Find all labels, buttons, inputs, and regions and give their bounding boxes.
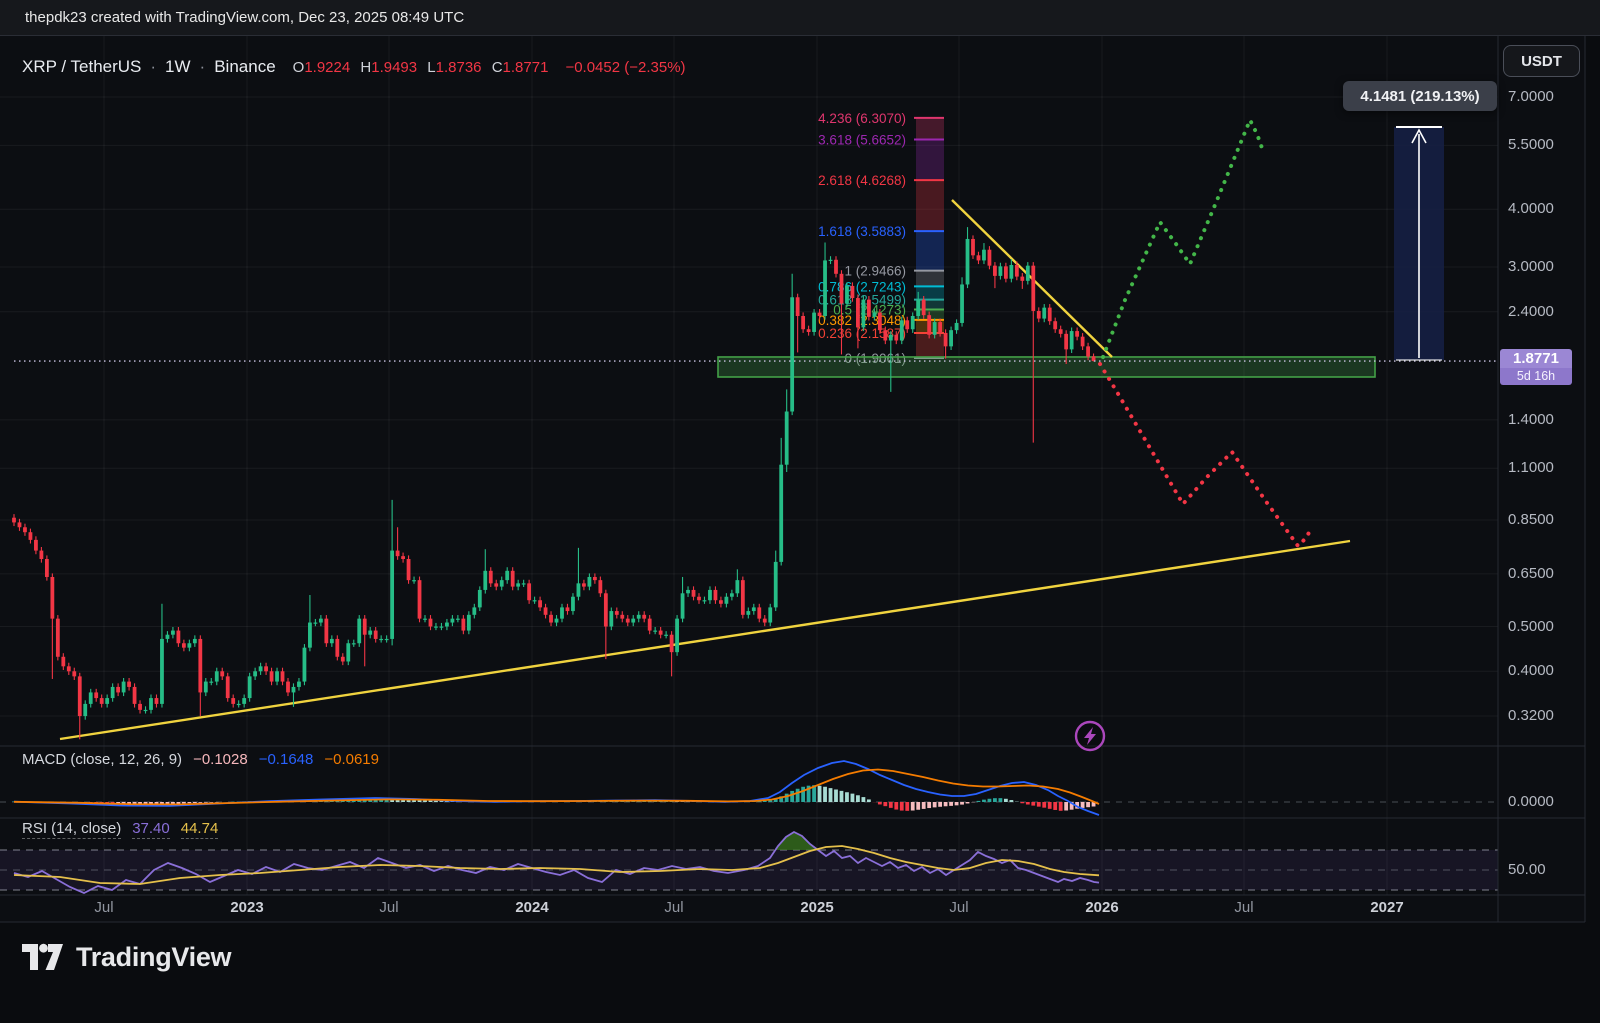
time-tick-label: Jul <box>1234 899 1254 916</box>
time-tick-label: 2025 <box>800 899 834 916</box>
current-price-value: 1.8771 <box>1500 349 1572 368</box>
price-tick-label: 0.3200 <box>1508 707 1554 725</box>
ohlc-values: O1.9224 H1.9493 L1.8736 C1.8771 <box>287 59 549 76</box>
macd-hist-value: −0.1028 <box>193 751 248 768</box>
rsi-title: RSI (14, close) <box>22 820 122 839</box>
separator-dot: · <box>199 57 206 76</box>
fib-band <box>916 231 944 271</box>
price-tick-label: 5.5000 <box>1508 136 1554 154</box>
macd-title: MACD (close, 12, 26, 9) <box>22 751 183 768</box>
open-value: 1.9224 <box>304 59 351 76</box>
fib-band <box>916 299 944 310</box>
fib-level-label: 0.236 (2.1587) <box>818 326 906 341</box>
time-tick-label: Jul <box>949 899 969 916</box>
rsi-value: 37.40 <box>132 820 170 839</box>
price-range-tooltip: 4.1481 (219.13%) <box>1343 81 1497 111</box>
separator-dot: · <box>150 57 157 76</box>
price-tick-label: 2.4000 <box>1508 302 1554 320</box>
fib-band <box>916 286 944 300</box>
indicator-scale-label: 50.00 <box>1508 861 1546 878</box>
price-tick-label: 0.4000 <box>1508 662 1554 680</box>
chart-background <box>0 35 1585 922</box>
close-value: 1.8771 <box>502 59 549 76</box>
high-value: 1.9493 <box>371 59 418 76</box>
tradingview-logo-icon <box>22 943 63 970</box>
fib-band <box>916 270 944 287</box>
macd-signal-value: −0.0619 <box>324 751 379 768</box>
indicator-scale-label: 0.0000 <box>1508 793 1554 810</box>
attribution-text: thepdk23 created with TradingView.com, D… <box>25 9 465 26</box>
time-tick-label: 2023 <box>230 899 264 916</box>
bearish-path-projection[interactable] <box>1098 362 1314 550</box>
fib-band <box>916 309 944 320</box>
fib-level-label: 4.236 (6.3070) <box>818 111 906 126</box>
candlestick-series <box>12 227 1096 740</box>
price-tick-label: 1.4000 <box>1508 410 1554 428</box>
tradingview-brand-text: TradingView <box>76 941 232 972</box>
high-label: H <box>360 59 372 76</box>
bar-countdown: 5d 16h <box>1500 368 1572 385</box>
rsi-series <box>13 830 1100 894</box>
price-tick-label: 7.0000 <box>1508 88 1554 105</box>
time-tick-label: 2027 <box>1370 899 1404 916</box>
fib-band <box>916 333 944 359</box>
fib-level-label: 3.618 (5.6652) <box>818 132 906 147</box>
price-range-tool[interactable] <box>1394 126 1444 361</box>
price-tick-label: 1.1000 <box>1508 459 1554 477</box>
lightning-icon <box>1084 727 1096 745</box>
price-tick-label: 0.8500 <box>1508 511 1554 529</box>
close-label: C <box>491 59 503 76</box>
time-tick-label: 2026 <box>1085 899 1119 916</box>
symbol-name[interactable]: XRP / TetherUS <box>22 57 142 76</box>
open-label: O <box>292 59 305 76</box>
fib-level-label: 2.618 (4.6268) <box>818 173 906 188</box>
fib-level-label: 1 (2.9466) <box>844 264 906 279</box>
current-price-label[interactable]: 1.8771 5d 16h <box>1500 349 1572 385</box>
price-tick-label: 4.0000 <box>1508 200 1554 218</box>
rsi-ma-value: 44.74 <box>180 820 219 839</box>
fib-band <box>916 117 944 140</box>
price-change: −0.0452 (−2.35%) <box>565 59 686 76</box>
time-tick-label: Jul <box>664 899 684 916</box>
fib-band <box>916 139 944 181</box>
rsi-band <box>0 850 1498 890</box>
fib-retracement-drawing[interactable]: 4.236 (6.3070) 3.618 (5.6652) 2.618 (4.626… <box>818 111 944 366</box>
lightning-button[interactable] <box>1074 720 1106 752</box>
ascending-support-trendline[interactable] <box>59 539 1351 741</box>
rsi-ma-line <box>13 845 1100 885</box>
macd-line-value: −0.1648 <box>258 751 314 768</box>
exchange-label: Binance <box>214 57 276 76</box>
time-tick-label: Jul <box>94 899 114 916</box>
low-label: L <box>427 59 436 76</box>
footer-brand[interactable]: TradingView <box>22 941 232 973</box>
price-tick-label: 3.0000 <box>1508 258 1554 275</box>
support-zone-box[interactable] <box>717 356 1376 378</box>
time-tick-label: Jul <box>379 899 399 916</box>
price-tick-label: 0.6500 <box>1508 564 1554 582</box>
macd-legend[interactable]: MACD (close, 12, 26, 9) −0.1028 −0.1648 … <box>22 751 379 768</box>
macd-series <box>12 760 1100 816</box>
price-tick-label: 0.5000 <box>1508 617 1554 635</box>
attribution-bar: thepdk23 created with TradingView.com, D… <box>0 0 1600 36</box>
time-tick-label: 2024 <box>515 899 549 916</box>
rsi-legend[interactable]: RSI (14, close) 37.40 44.74 <box>22 820 219 839</box>
fib-level-label: 1.618 (3.5883) <box>818 224 906 239</box>
fib-band <box>916 180 944 232</box>
grid-lines <box>0 35 1498 895</box>
symbol-header: XRP / TetherUS · 1W · Binance O1.9224 H1… <box>22 57 686 77</box>
currency-toggle-button[interactable]: USDT <box>1503 45 1580 77</box>
macd-signal-line <box>13 768 1100 806</box>
low-value: 1.8736 <box>435 59 482 76</box>
bullish-path-projection[interactable] <box>1101 115 1264 359</box>
interval-label[interactable]: 1W <box>165 57 191 76</box>
